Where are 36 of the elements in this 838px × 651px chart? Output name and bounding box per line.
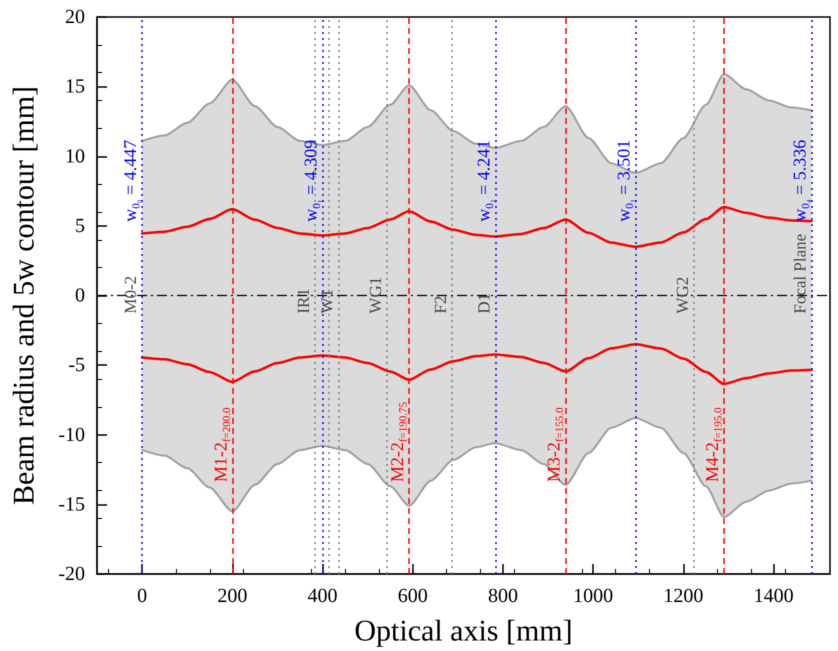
annotation: M3-2f=155.0 [544,406,566,482]
x-tick-label: 400 [308,585,338,607]
ref-line-label: IR1 [294,288,313,314]
x-tick-label: 1200 [663,585,704,607]
annotation: w0₂ = 4.241 [473,140,496,222]
annotation: w0₀ = 4.447 [120,140,143,222]
x-axis-title: Optical axis [mm] [354,614,573,648]
annotation: w0₄ = 5.336 [790,140,812,222]
ref-line-label: W1 [317,289,336,314]
x-tick-label: 1400 [754,585,794,607]
y-tick-label: -15 [58,493,85,516]
ref-line-label: Focal Plane [790,234,810,314]
ref-line-label: F2 [430,296,450,314]
x-tick-label: 1000 [573,585,614,607]
y-axis-title: Beam radius and 5w contour [mm] [8,86,40,506]
y-tick-label: 15 [65,76,85,98]
y-tick-label: 10 [65,145,85,168]
x-tick-label: 200 [217,585,248,607]
ref-line-label: WG2 [673,276,692,314]
y-tick-label: 20 [65,6,85,28]
ref-line-label: M0-2 [121,276,140,314]
annotation: M2-2f=190.75 [387,401,410,482]
x-tick-label: 0 [137,585,148,607]
y-tick-label: -10 [58,424,85,446]
annotation: w0₃ = 3.501 [614,140,636,222]
y-tick-label: -5 [68,354,85,376]
y-tick-label: -20 [58,563,85,585]
ref-line-label: WG1 [366,276,386,314]
y-tick-label: 0 [75,284,85,306]
ref-line-label: D1 [474,292,494,314]
y-tick-label: 5 [75,214,85,237]
annotation: w0₁ = 4.309 [300,140,324,222]
x-tick-label: 600 [398,585,428,607]
annotation: M4-2f=195.0 [702,406,724,482]
annotation: M1-2f=200.0 [210,406,233,482]
x-tick-label: 800 [488,585,518,607]
